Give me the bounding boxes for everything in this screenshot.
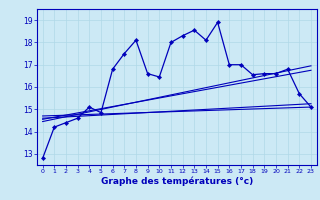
X-axis label: Graphe des températures (°c): Graphe des températures (°c) (101, 177, 253, 186)
